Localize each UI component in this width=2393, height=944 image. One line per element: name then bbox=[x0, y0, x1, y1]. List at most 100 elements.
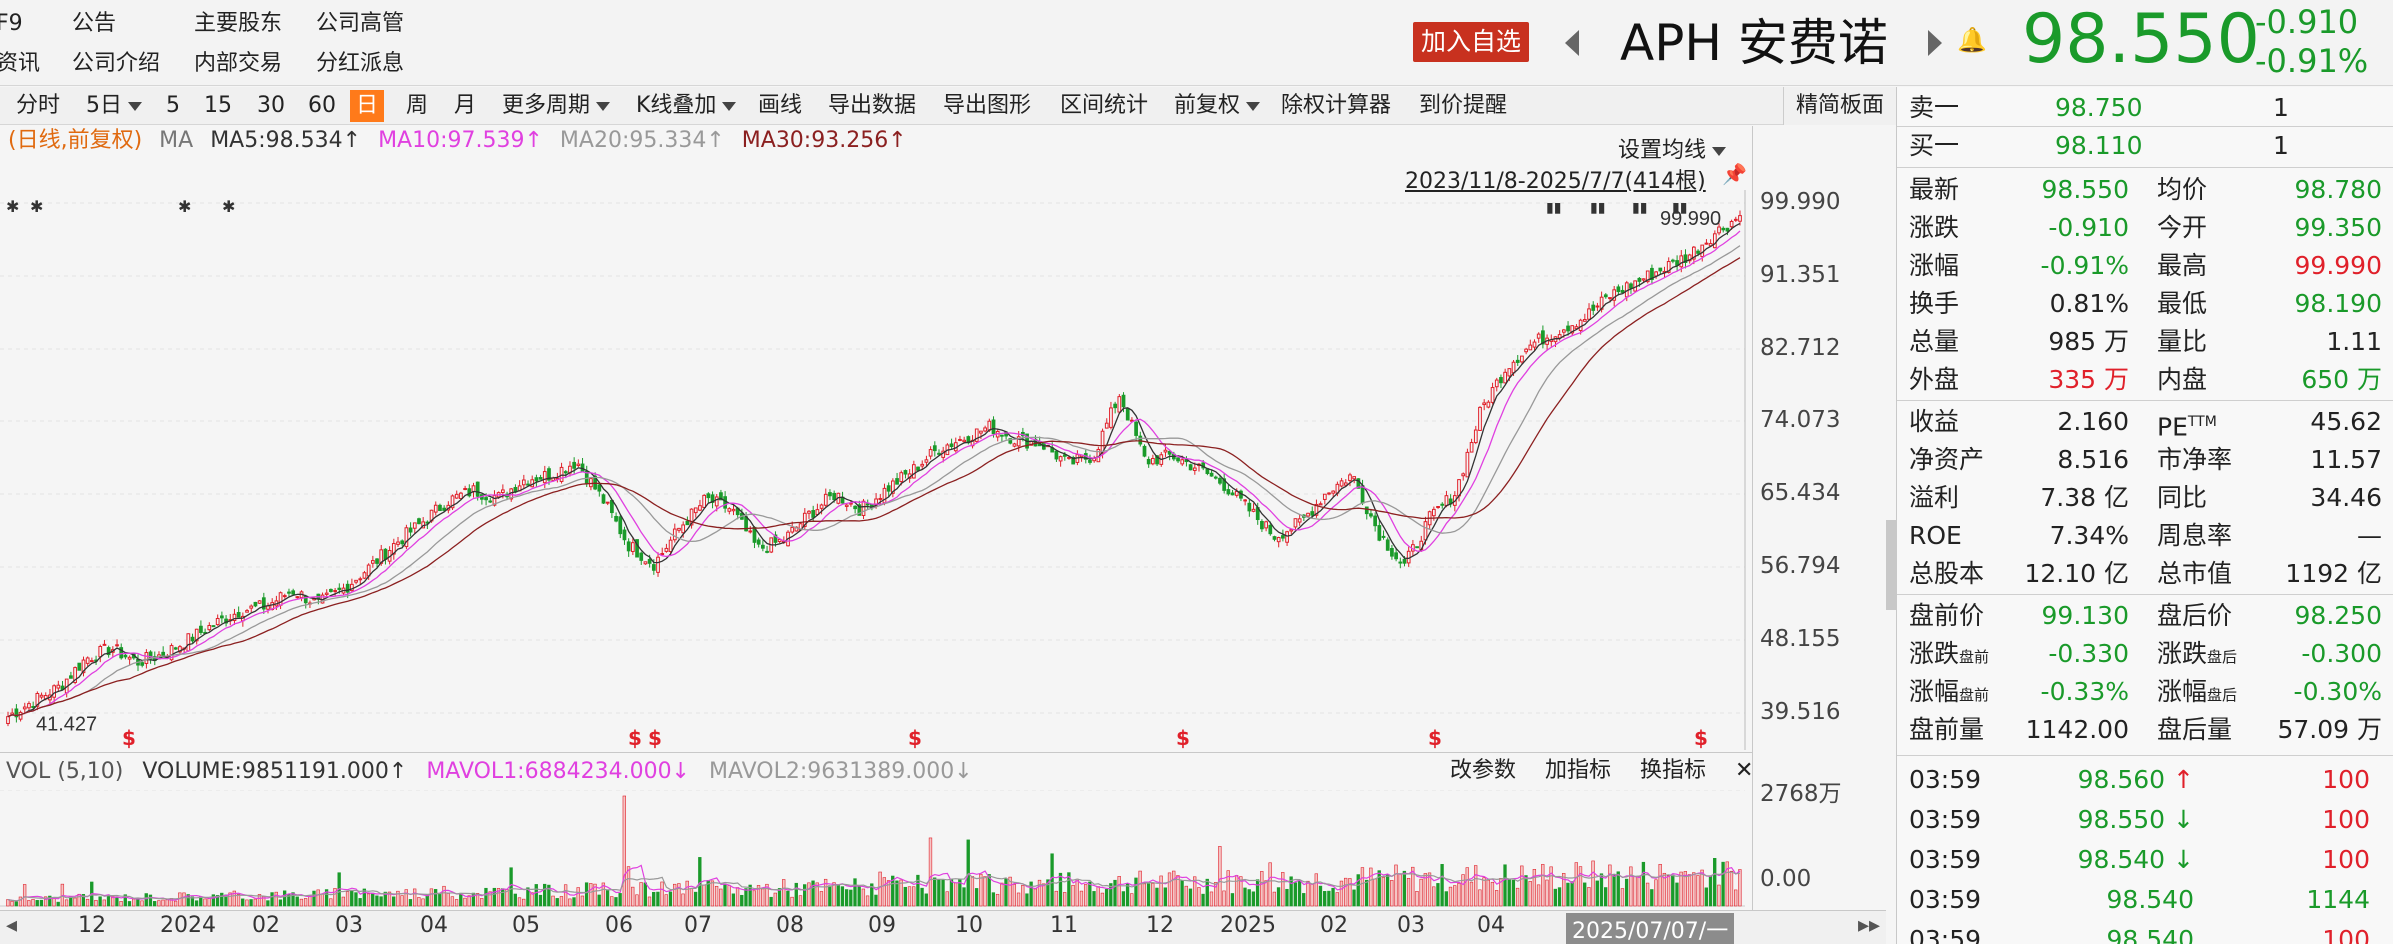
ex-rights-calc-button[interactable]: 除权计算器 bbox=[1281, 93, 1392, 118]
add-indicator-button[interactable]: 加指标 bbox=[1545, 758, 1612, 783]
switch-indicator-button[interactable]: 换指标 bbox=[1640, 758, 1707, 783]
volume-bar bbox=[1151, 883, 1155, 907]
more-periods-button[interactable]: 更多周期 bbox=[502, 90, 611, 122]
panel-toggle-handle[interactable] bbox=[1886, 520, 1896, 610]
volume-bar bbox=[341, 896, 346, 907]
volume-bar bbox=[1008, 876, 1012, 907]
volume-bar bbox=[740, 894, 744, 907]
close-icon[interactable]: ✕ bbox=[1735, 758, 1754, 783]
kline-overlay-label: K线叠加 bbox=[636, 93, 717, 118]
date-range-label[interactable]: 2023/11/8-2025/7/7(414根) bbox=[1405, 169, 1706, 194]
volume-bar bbox=[14, 901, 18, 907]
volume-bar bbox=[1591, 860, 1595, 907]
tick-qty: 1144 bbox=[2306, 885, 2370, 914]
candle-body bbox=[245, 610, 249, 613]
tick-row[interactable]: 03:59 98.540 ↓ 100 bbox=[1897, 841, 2393, 879]
nav-dividends[interactable]: 分红派息 bbox=[316, 51, 405, 76]
draw-line-button[interactable]: 画线 bbox=[758, 93, 803, 118]
kline-overlay-button[interactable]: K线叠加 bbox=[636, 90, 737, 122]
volume-bar bbox=[949, 879, 954, 907]
candle-body bbox=[1515, 359, 1520, 363]
tab-daily[interactable]: 日 bbox=[350, 90, 385, 122]
set-ma-button[interactable]: 设置均线 bbox=[1618, 132, 1727, 164]
tab-30min[interactable]: 30 bbox=[257, 93, 285, 118]
volume-bar bbox=[186, 894, 190, 907]
volume-bar bbox=[924, 893, 928, 907]
edit-params-button[interactable]: 改参数 bbox=[1450, 758, 1517, 783]
next-stock-icon[interactable] bbox=[1928, 30, 1942, 56]
prev-stock-icon[interactable] bbox=[1565, 30, 1579, 56]
tab-monthly[interactable]: 月 bbox=[454, 93, 477, 118]
candle-body bbox=[614, 516, 618, 522]
nav-company-intro[interactable]: 公司介绍 bbox=[72, 51, 161, 76]
tick-row[interactable]: 03:59 98.540 1144 bbox=[1897, 881, 2393, 919]
arrow-down-icon: ↓ bbox=[2173, 805, 2194, 834]
tick-row[interactable]: 03:59 98.550 ↓ 100 bbox=[1897, 801, 2393, 839]
scroll-left-icon[interactable]: ◂ bbox=[6, 913, 18, 938]
nav-f9[interactable]: F9 bbox=[0, 11, 23, 36]
price-alert-button[interactable]: 到价提醒 bbox=[1419, 93, 1508, 118]
tick-row[interactable]: 03:59 98.560 ↑ 100 bbox=[1897, 761, 2393, 799]
candle-body bbox=[1138, 435, 1143, 445]
pin-icon[interactable]: 📌 bbox=[1722, 162, 1747, 186]
candle-body bbox=[1524, 348, 1528, 353]
candle-body bbox=[1633, 280, 1638, 292]
volume-bar bbox=[1138, 870, 1142, 907]
candle-body bbox=[1511, 361, 1516, 374]
candle-body bbox=[433, 504, 438, 513]
candle-body bbox=[404, 527, 409, 548]
volume-bar bbox=[1218, 846, 1222, 907]
candle-body bbox=[1683, 254, 1688, 263]
candle-body bbox=[1637, 277, 1642, 282]
forward-adjust-button[interactable]: 前复权 bbox=[1174, 90, 1261, 122]
volume-bar bbox=[64, 899, 69, 907]
nav-major-shareholders[interactable]: 主要股东 bbox=[194, 11, 283, 36]
stat-label: 最新 bbox=[1909, 175, 1960, 204]
nav-insider-trading[interactable]: 内部交易 bbox=[194, 51, 283, 76]
candle-body bbox=[1339, 480, 1344, 487]
candle-body bbox=[1721, 227, 1726, 231]
volume-bar bbox=[1201, 893, 1205, 907]
event-marker-icon: ▮▮ bbox=[1546, 200, 1561, 216]
order-label: 买一 bbox=[1909, 131, 1960, 160]
nav-announcements[interactable]: 公告 bbox=[72, 11, 117, 36]
volume-chart[interactable] bbox=[0, 790, 1752, 908]
candle-body bbox=[1310, 511, 1315, 516]
volume-bar bbox=[941, 879, 945, 907]
export-data-button[interactable]: 导出数据 bbox=[828, 93, 917, 118]
tab-15min[interactable]: 15 bbox=[204, 93, 232, 118]
tab-60min[interactable]: 60 bbox=[308, 93, 336, 118]
add-watchlist-button[interactable]: 加入自选 bbox=[1413, 22, 1530, 62]
volume-bar bbox=[1629, 866, 1633, 907]
price-tick-label: 91.351 bbox=[1760, 262, 1841, 288]
tab-weekly[interactable]: 周 bbox=[406, 93, 429, 118]
nav-executives[interactable]: 公司高管 bbox=[316, 11, 405, 36]
candle-body bbox=[534, 477, 539, 482]
volume-bar bbox=[1314, 873, 1318, 907]
candle-body bbox=[1520, 355, 1524, 363]
ma10-value: MA10:97.539↑ bbox=[378, 128, 543, 153]
volume-bar bbox=[1130, 893, 1134, 907]
month-label: 09 bbox=[868, 913, 896, 938]
tab-intraday[interactable]: 分时 bbox=[16, 93, 61, 118]
volume-bar bbox=[1172, 870, 1176, 907]
candle-body bbox=[1486, 401, 1491, 408]
tab-5day[interactable]: 5日 bbox=[86, 90, 142, 122]
bell-icon[interactable]: 🔔 bbox=[1957, 26, 1987, 54]
tab-5min[interactable]: 5 bbox=[166, 93, 180, 118]
range-stats-button[interactable]: 区间统计 bbox=[1060, 93, 1149, 118]
chevron-down-icon bbox=[1712, 146, 1727, 156]
fund-value: 34.46 bbox=[2310, 483, 2382, 512]
candle-body bbox=[597, 484, 602, 492]
candle-body bbox=[681, 524, 686, 534]
scroll-right-icon[interactable]: ▸▸ bbox=[1858, 913, 1881, 938]
export-chart-button[interactable]: 导出图形 bbox=[943, 93, 1032, 118]
tick-row[interactable]: 03:59 98.540 100 bbox=[1897, 921, 2393, 944]
volume-bar bbox=[547, 884, 551, 907]
volume-buttons: 改参数 加指标 换指标 ✕ bbox=[1450, 752, 1753, 790]
simple-panel-button[interactable]: 精简板面 bbox=[1783, 87, 1896, 125]
prepost-label: 盘后价 bbox=[2157, 601, 2233, 630]
candle-body bbox=[920, 463, 925, 467]
nav-news[interactable]: 资讯 bbox=[0, 51, 41, 76]
